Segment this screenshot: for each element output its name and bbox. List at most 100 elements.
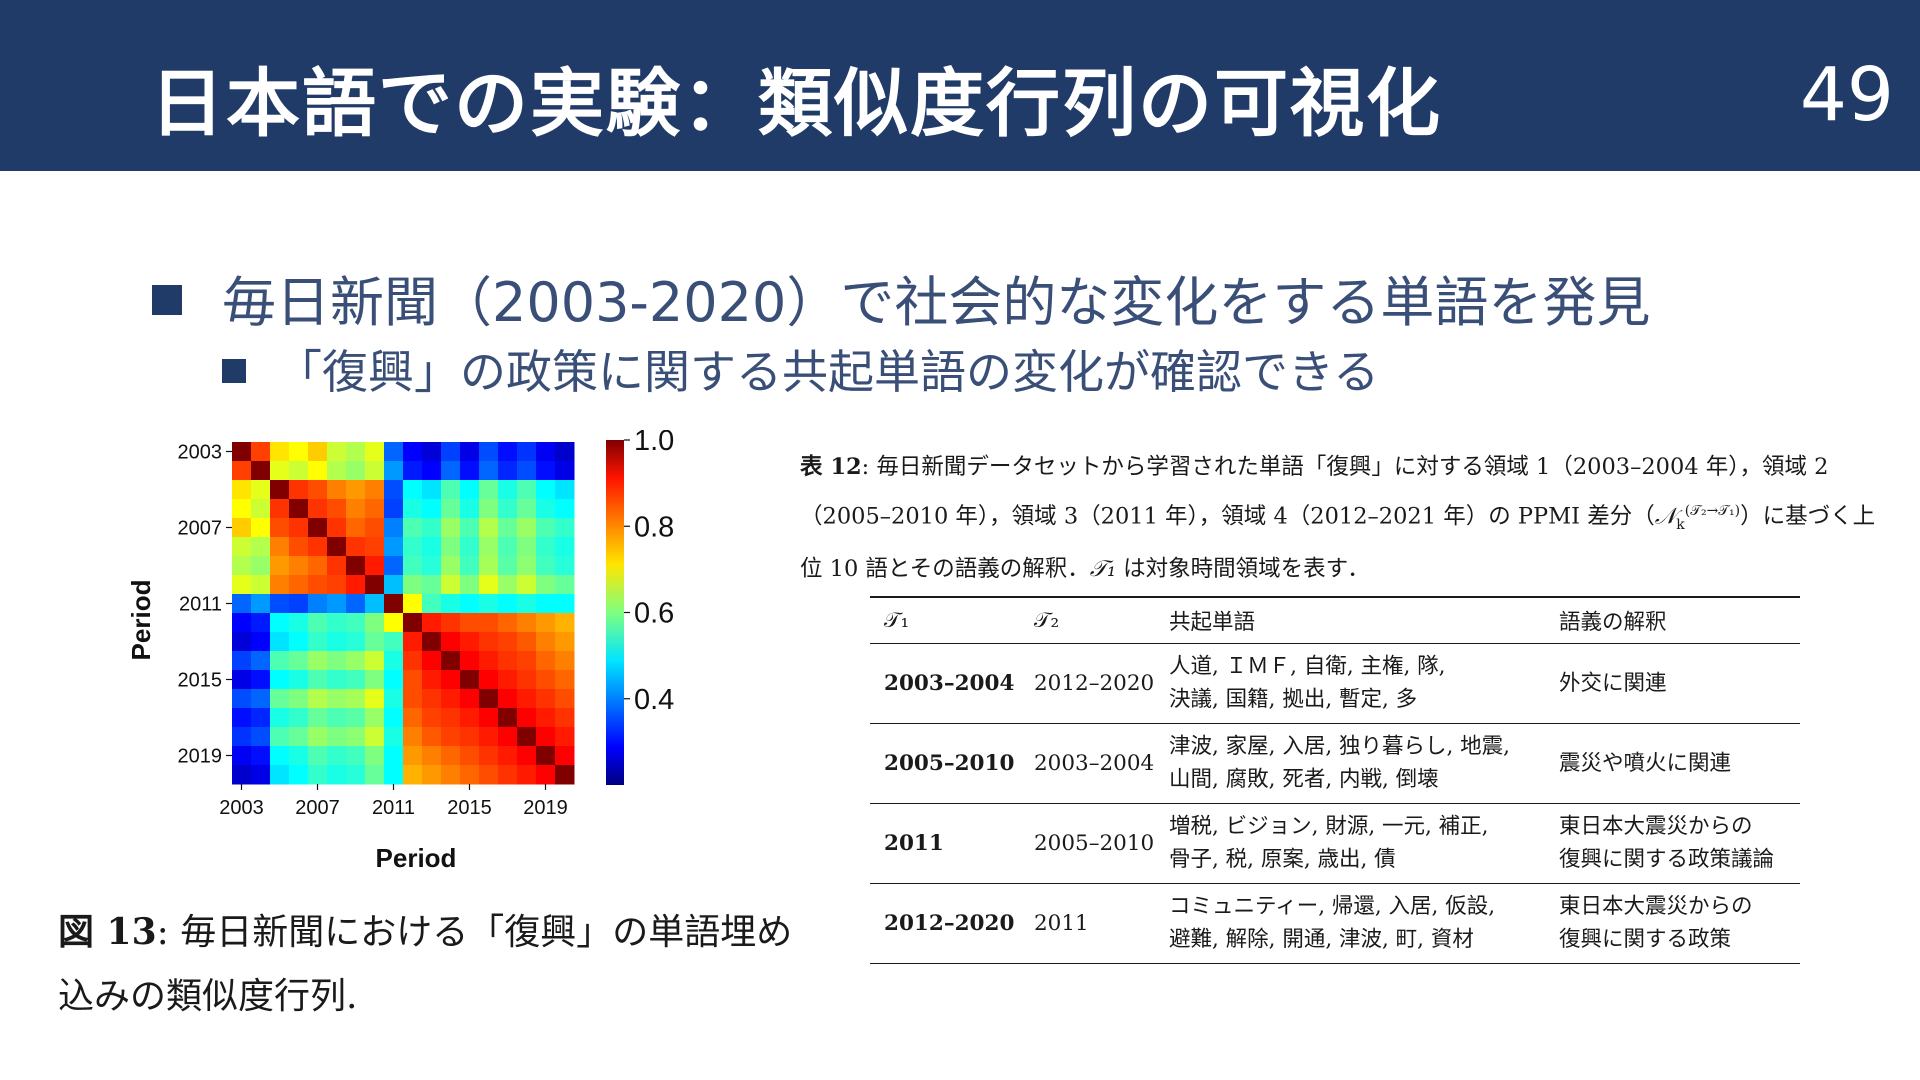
heatmap-cell xyxy=(270,727,290,747)
heatmap-cell xyxy=(555,613,575,633)
heatmap-cell xyxy=(327,670,347,690)
colorbar-ticks: 1.0 0.8 0.6 0.4 xyxy=(624,425,674,716)
heatmap-cell xyxy=(441,746,461,766)
heatmap-cell xyxy=(270,708,290,728)
colorbar-tick-label: 0.8 xyxy=(634,511,674,543)
heatmap-cell xyxy=(422,480,442,500)
heatmap-cell xyxy=(555,708,575,728)
cell-meaning: 東日本大震災からの 復興に関する政策 xyxy=(1545,883,1800,964)
heatmap-cell xyxy=(422,575,442,595)
heatmap-cell xyxy=(346,632,366,652)
heatmap-cell xyxy=(384,708,404,728)
heatmap-cell xyxy=(441,613,461,633)
heatmap-cell xyxy=(517,670,537,690)
heatmap-cell xyxy=(251,480,271,500)
heatmap-cell xyxy=(517,518,537,538)
heatmap-cell xyxy=(327,708,347,728)
words-line: 決議, 国籍, 拠出, 暫定, 多 xyxy=(1169,687,1418,712)
heatmap-cell xyxy=(460,765,480,785)
heatmap-cell xyxy=(327,575,347,595)
heatmap-cell xyxy=(365,480,385,500)
heatmap-cell xyxy=(536,518,556,538)
heatmap-cell xyxy=(251,537,271,557)
heatmap-cell xyxy=(270,461,290,481)
table-row: 2011 2005–2010 増税, ビジョン, 財源, 一元, 補正, 骨子, … xyxy=(870,803,1800,884)
heatmap-cell xyxy=(384,651,404,671)
heatmap-cell xyxy=(517,708,537,728)
heatmap-cell xyxy=(479,765,499,785)
heatmap-cell xyxy=(232,537,252,557)
heatmap-cell xyxy=(460,746,480,766)
heatmap-cell xyxy=(308,746,328,766)
header-cooccurring-words: 共起単語 xyxy=(1155,596,1545,644)
heatmap-cell xyxy=(517,746,537,766)
heatmap-cell xyxy=(498,461,518,481)
heatmap-cell xyxy=(308,594,328,614)
figure-caption-label: 図 13 xyxy=(58,911,157,953)
heatmap-cell xyxy=(232,670,252,690)
cell-meaning: 東日本大震災からの 復興に関する政策議論 xyxy=(1545,803,1800,884)
cell-words: 人道, ＩＭＦ, 自衛, 主権, 隊, 決議, 国籍, 拠出, 暫定, 多 xyxy=(1155,643,1545,724)
heatmap-cell xyxy=(479,651,499,671)
heatmap-cell xyxy=(251,746,271,766)
heatmap-cell xyxy=(479,499,499,519)
heatmap-cell xyxy=(232,727,252,747)
heatmap-cell xyxy=(536,575,556,595)
heatmap-cell xyxy=(384,746,404,766)
heatmap-cell xyxy=(251,689,271,709)
cell-words: 津波, 家屋, 入居, 独り暮らし, 地震, 山間, 腐敗, 死者, 内戦, 倒壊 xyxy=(1155,723,1545,804)
heatmap-cell xyxy=(289,651,309,671)
heatmap-cell xyxy=(403,727,423,747)
heatmap-cell xyxy=(536,670,556,690)
heatmap-cell xyxy=(479,632,499,652)
heatmap-cell xyxy=(327,537,347,557)
heatmap-cell xyxy=(403,651,423,671)
heatmap-cell xyxy=(289,746,309,766)
heatmap-cell xyxy=(384,727,404,747)
heatmap-cell xyxy=(270,518,290,538)
heatmap-cell xyxy=(403,632,423,652)
heatmap-cell xyxy=(384,689,404,709)
heatmap-cell xyxy=(270,613,290,633)
heatmap-cell xyxy=(384,518,404,538)
table-row: 2005–2010 2003–2004 津波, 家屋, 入居, 独り暮らし, 地… xyxy=(870,723,1800,804)
heatmap-cell xyxy=(460,499,480,519)
heatmap-cell xyxy=(441,651,461,671)
heatmap-cell xyxy=(460,480,480,500)
heatmap-cell xyxy=(403,442,423,462)
heatmap-cell xyxy=(308,613,328,633)
heatmap-cell xyxy=(498,727,518,747)
heatmap-cell xyxy=(308,518,328,538)
heatmap-cell xyxy=(441,670,461,690)
heatmap-cell xyxy=(327,442,347,462)
heatmap-cell xyxy=(346,594,366,614)
y-tick-label: 2003 xyxy=(178,442,223,464)
heatmap-cell xyxy=(384,499,404,519)
heatmap-cell xyxy=(479,594,499,614)
x-axis-ticks: 2003 2007 2011 2015 2019 xyxy=(219,784,568,819)
heatmap-cell xyxy=(384,594,404,614)
heatmap-cell xyxy=(498,746,518,766)
heatmap-cell xyxy=(251,708,271,728)
heatmap-cell xyxy=(327,689,347,709)
heatmap-cell xyxy=(422,689,442,709)
heatmap-cell xyxy=(536,689,556,709)
heatmap-cell xyxy=(517,651,537,671)
heatmap-cell xyxy=(460,537,480,557)
heatmap-cell xyxy=(403,461,423,481)
heatmap-cell xyxy=(232,632,252,652)
x-tick-label: 2011 xyxy=(372,797,415,819)
heatmap-cell xyxy=(403,537,423,557)
heatmap-cell xyxy=(479,689,499,709)
heatmap-cell xyxy=(232,594,252,614)
bullet-level1-text: 毎日新聞（2003-2020）で社会的な変化をする単語を発見 xyxy=(222,271,1651,334)
heatmap-cell xyxy=(479,708,499,728)
heatmap-cell xyxy=(460,556,480,576)
cell-t2: 2011 xyxy=(1020,883,1155,964)
heatmap-cell xyxy=(251,556,271,576)
heatmap-cell xyxy=(498,556,518,576)
heatmap-cell xyxy=(441,689,461,709)
heatmap-cell xyxy=(517,632,537,652)
heatmap-cell xyxy=(422,537,442,557)
heatmap-cell xyxy=(517,442,537,462)
